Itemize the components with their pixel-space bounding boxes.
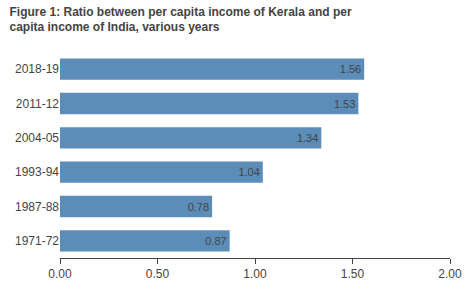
svg-text:1993-94: 1993-94 bbox=[15, 165, 59, 179]
svg-text:0.87: 0.87 bbox=[205, 235, 226, 247]
svg-text:1971-72: 1971-72 bbox=[15, 234, 59, 248]
svg-text:1987-88: 1987-88 bbox=[15, 200, 59, 214]
svg-text:0.00: 0.00 bbox=[48, 267, 72, 281]
svg-text:1.53: 1.53 bbox=[334, 98, 355, 110]
svg-text:1.00: 1.00 bbox=[243, 267, 267, 281]
svg-text:2011-12: 2011-12 bbox=[16, 97, 59, 111]
svg-text:2018-19: 2018-19 bbox=[15, 62, 59, 76]
svg-text:0.78: 0.78 bbox=[188, 201, 209, 213]
svg-text:Figure 1: Ratio between per ca: Figure 1: Ratio between per capita incom… bbox=[9, 5, 351, 35]
svg-text:1.34: 1.34 bbox=[297, 132, 318, 144]
svg-text:1.04: 1.04 bbox=[238, 166, 259, 178]
svg-text:1.50: 1.50 bbox=[341, 267, 365, 281]
svg-text:2.00: 2.00 bbox=[438, 267, 462, 281]
svg-text:2004-05: 2004-05 bbox=[15, 131, 59, 145]
svg-text:1.56: 1.56 bbox=[340, 63, 361, 75]
svg-text:0.50: 0.50 bbox=[146, 267, 170, 281]
